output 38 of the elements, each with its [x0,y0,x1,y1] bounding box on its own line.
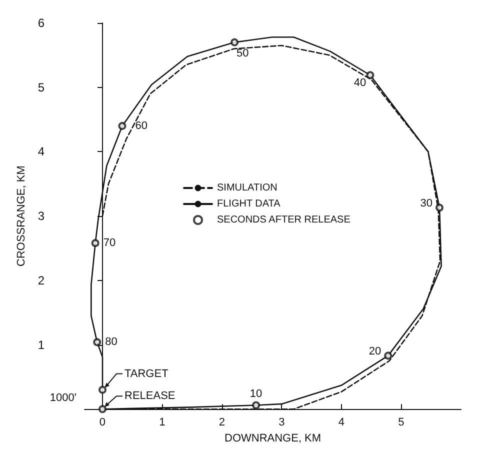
point [435,204,444,212]
point [98,405,106,414]
y-tick-label: 4 [38,144,45,159]
annotation: 40 [354,77,366,90]
point [91,239,100,248]
annotation: TARGET [124,368,169,380]
annotation: 80 [105,336,118,348]
x-axis-title: DOWNRANGE, KM [224,432,322,444]
x-tick-label: 2 [218,416,226,429]
x-tick-label: 0 [99,416,106,429]
y-tick-label: 5 [38,80,45,94]
point [252,401,260,410]
text: 1000' [50,392,76,404]
x-tick-label: 5 [398,416,404,429]
point [93,338,102,346]
point [98,386,106,394]
y-tick-label: 2 [38,273,45,288]
legend-label: SIMULATION [217,182,278,194]
annotation: 20 [368,346,382,358]
point [118,122,126,130]
x-tick-label: 4 [338,416,345,429]
annotation: 60 [135,120,148,132]
annotation: 70 [103,237,116,250]
x-tick-label: 1 [159,416,166,429]
y-tick-label: 6 [38,16,45,30]
annotation: 50 [236,47,249,60]
point [366,71,374,80]
annotation: RELEASE [124,390,176,402]
point [384,352,392,360]
y-tick-label: 1 [38,338,45,352]
annotation: 10 [250,388,262,400]
annotation: 30 [420,198,432,210]
point [230,38,239,46]
legend-label: FLIGHT DATA [217,198,281,210]
x-tick-label: 3 [278,416,285,429]
y-tick-label: 3 [38,209,45,224]
y-axis-title: CROSSRANGE, KM [16,166,28,266]
legend-label: SECONDS AFTER RELEASE [217,214,351,226]
